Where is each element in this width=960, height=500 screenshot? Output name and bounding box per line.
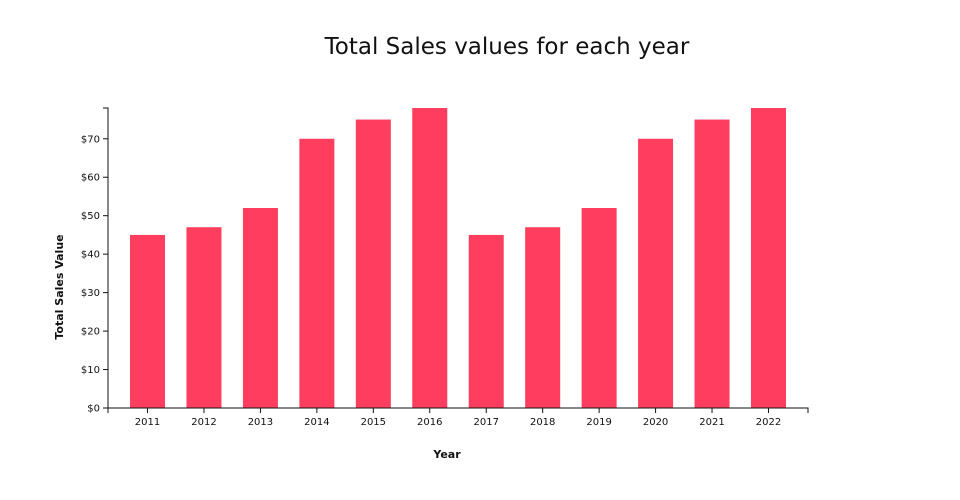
x-axis-line <box>107 407 809 413</box>
bar-2021 <box>694 119 730 408</box>
x-tick-label-2021: 2021 <box>699 417 724 428</box>
bar-2011 <box>130 234 166 408</box>
bar-2020 <box>638 138 674 408</box>
x-tick-label-2013: 2013 <box>248 417 273 428</box>
bar-2017 <box>468 234 504 408</box>
x-tick-label-2018: 2018 <box>530 417 555 428</box>
y-tick-label-30: $30 <box>81 288 100 299</box>
x-tick-label-2015: 2015 <box>361 417 386 428</box>
bar-2014 <box>299 138 335 408</box>
y-axis-line <box>103 107 109 409</box>
y-tick-label-10: $10 <box>81 365 100 376</box>
y-tick-label-70: $70 <box>81 134 100 145</box>
y-tick-label-60: $60 <box>81 173 100 184</box>
y-axis-title: Total Sales Value <box>53 234 66 339</box>
bars-group <box>130 108 786 408</box>
y-tick-label-0: $0 <box>87 404 100 415</box>
x-tick-label-2012: 2012 <box>191 417 216 428</box>
x-tick-label-2019: 2019 <box>586 417 611 428</box>
x-tick-label-2020: 2020 <box>643 417 668 428</box>
x-axis-title: Year <box>432 448 461 461</box>
bar-2022 <box>750 108 786 408</box>
bar-2013 <box>242 208 278 408</box>
x-tick-label-2016: 2016 <box>417 417 442 428</box>
chart-title: Total Sales values for each year <box>324 34 690 60</box>
x-axis: 2011 2012 2013 2014 2015 2016 2017 2018 2019 2020… <box>107 407 809 428</box>
bar-2016 <box>412 108 448 408</box>
y-tick-label-40: $40 <box>81 250 100 261</box>
bar-2018 <box>525 227 561 408</box>
x-tick-label-2017: 2017 <box>474 417 499 428</box>
bar-2012 <box>186 227 222 408</box>
y-axis: $0 $10 $20 $30 $40 $50 $60 $70 <box>81 107 109 415</box>
bar-2015 <box>355 119 391 408</box>
y-tick-label-50: $50 <box>81 211 100 222</box>
x-tick-label-2011: 2011 <box>135 417 160 428</box>
x-tick-label-2014: 2014 <box>304 417 329 428</box>
bar-2019 <box>581 208 617 408</box>
y-tick-label-20: $20 <box>81 327 100 338</box>
x-tick-label-2022: 2022 <box>756 417 781 428</box>
